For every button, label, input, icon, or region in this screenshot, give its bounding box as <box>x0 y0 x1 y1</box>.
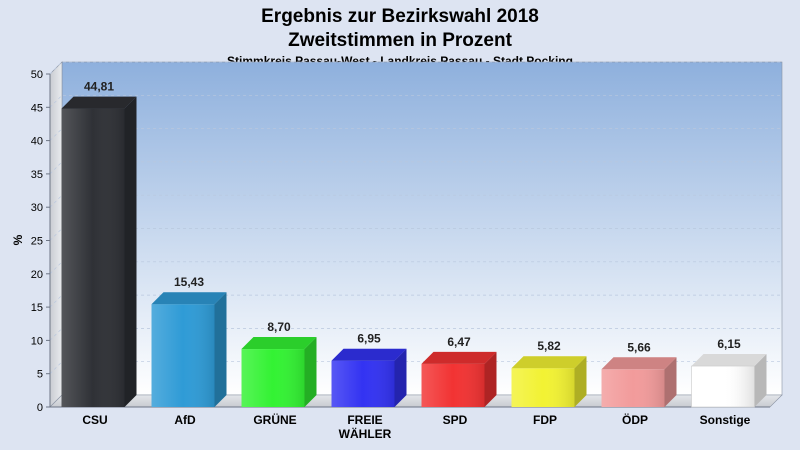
bar-oedp: 5,66 <box>601 340 677 407</box>
bar-afd-side <box>214 292 227 407</box>
y-tick-label: 30 <box>31 202 43 214</box>
bar-oedp-top-shade <box>601 357 677 370</box>
value-label-spd: 6,47 <box>447 335 471 349</box>
y-tick-label: 15 <box>31 302 43 314</box>
bar-freie-waehler-side <box>394 348 407 407</box>
bar-spd-shade <box>421 363 485 407</box>
bar-sonstige-shade <box>691 366 755 407</box>
bar-afd-top <box>151 292 227 305</box>
bar-csu-side-shade <box>124 96 137 407</box>
bar-gruene-top <box>241 337 317 350</box>
bar-csu: 44,81 <box>61 80 137 407</box>
value-label-fdp: 5,82 <box>537 339 561 353</box>
bar-sonstige-side-shade <box>754 354 767 407</box>
y-tick-label: 0 <box>37 402 43 414</box>
bar-gruene-shade <box>241 349 305 407</box>
bar-afd-shade <box>151 304 215 407</box>
bar-sonstige-side <box>754 354 767 407</box>
bar-fdp-side-shade <box>574 356 587 407</box>
x-tick-label-sonstige: Sonstige <box>700 413 751 427</box>
bar-fdp-side <box>574 356 587 407</box>
bar-fdp-top-shade <box>511 356 587 369</box>
bar-freie-waehler-shade <box>331 360 395 407</box>
y-tick-label: 45 <box>31 102 43 114</box>
bar-freie-waehler-top-shade <box>331 348 407 361</box>
bar-gruene-side-shade <box>304 337 317 407</box>
bar-fdp: 5,82 <box>511 339 587 407</box>
value-label-freie-waehler: 6,95 <box>357 332 381 346</box>
bar-csu-side <box>124 96 137 407</box>
bar-spd-top <box>421 351 497 364</box>
bar-freie-waehler: 6,95 <box>331 332 407 407</box>
y-tick-label: 35 <box>31 169 43 181</box>
bar-gruene-top-shade <box>241 337 317 350</box>
bar-csu-top <box>61 96 137 109</box>
bar-gruene: 8,70 <box>241 320 317 407</box>
bar-csu-top-shade <box>61 96 137 109</box>
y-tick-label: 50 <box>31 69 43 81</box>
bar-afd: 15,43 <box>151 275 227 407</box>
y-tick-label: 25 <box>31 236 43 248</box>
x-tick-label-fdp: FDP <box>533 413 557 427</box>
bars: 44,81 15,43 8,70 6,95 6,47 5,82 5,66 6,15 <box>61 80 767 408</box>
y-tick-label: 40 <box>31 136 43 148</box>
x-tick-label-freie-waehler: WÄHLER <box>339 426 392 441</box>
x-tick-label-gruene: GRÜNE <box>253 412 296 427</box>
chart-title: Ergebnis zur Bezirkswahl 2018 <box>261 6 539 27</box>
bar-sonstige-outline <box>691 365 755 408</box>
x-tick-label-csu: CSU <box>82 413 107 427</box>
bar-freie-waehler-side-shade <box>394 348 407 407</box>
y-tick-label: 10 <box>31 335 43 347</box>
bar-oedp-top <box>601 357 677 370</box>
bar-oedp-side-shade <box>664 357 677 407</box>
bar-afd-top-shade <box>151 292 227 305</box>
y-tick-label: 20 <box>31 269 43 281</box>
y-tick-label: 5 <box>37 369 43 381</box>
bar-fdp-top <box>511 356 587 369</box>
bar-gruene-side <box>304 337 317 407</box>
bar-spd-side <box>484 351 497 407</box>
bar-fdp-shade <box>511 368 575 407</box>
value-label-oedp: 5,66 <box>627 340 651 354</box>
bar-freie-waehler-top <box>331 348 407 361</box>
value-label-afd: 15,43 <box>174 275 204 289</box>
bar-sonstige-top-shade <box>691 354 767 367</box>
value-label-gruene: 8,70 <box>267 320 291 334</box>
bar-spd: 6,47 <box>421 335 497 407</box>
chart-subtitle: Zweitstimmen in Prozent <box>288 30 512 51</box>
y-axis-label: % <box>11 234 25 245</box>
x-tick-label-afd: AfD <box>174 413 196 427</box>
x-tick-label-freie-waehler: FREIE <box>347 413 382 427</box>
x-tick-label-spd: SPD <box>443 413 468 427</box>
bar-spd-top-shade <box>421 351 497 364</box>
bar-oedp-side <box>664 357 677 407</box>
bar-csu-shade <box>61 108 125 407</box>
bar-sonstige-top <box>691 354 767 367</box>
bar-spd-side-shade <box>484 351 497 407</box>
value-label-sonstige: 6,15 <box>717 337 741 351</box>
x-tick-label-oedp: ÖDP <box>622 412 648 427</box>
bar-afd-side-shade <box>214 292 227 407</box>
bar-sonstige: 6,15 <box>691 337 767 408</box>
value-label-csu: 44,81 <box>84 80 114 94</box>
bar-oedp-shade <box>601 369 665 407</box>
